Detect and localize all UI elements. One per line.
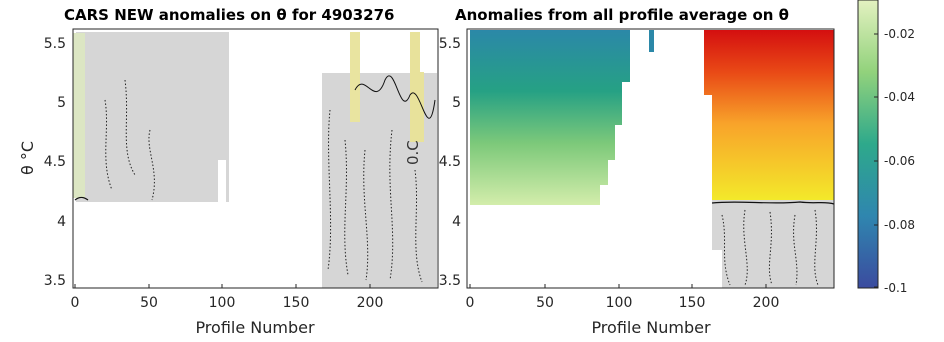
- right-solid-contour: [711, 201, 835, 205]
- left-region-a-notch: [218, 160, 226, 203]
- left-ytick-3.5: 3.5: [44, 273, 66, 289]
- colorbar-border: [857, 0, 879, 289]
- left-region-a: [76, 32, 229, 202]
- left-ytick-4: 4: [57, 214, 66, 230]
- right-ytick-3.5: 3.5: [439, 273, 461, 289]
- right-ytick-4.5: 4.5: [439, 154, 461, 170]
- right-contour-5: [814, 209, 819, 286]
- left-contour-5: [344, 139, 349, 276]
- left-region-a-edge: [73, 33, 85, 198]
- left-x-ticks: 0 50 100 150 200: [71, 284, 384, 311]
- left-xtick-100: 100: [209, 295, 236, 311]
- right-contour-1: [721, 214, 731, 286]
- colorbar-tick-3: -0.06: [884, 154, 915, 168]
- right-data-regions: [470, 30, 834, 288]
- left-contour-4: [327, 109, 332, 271]
- left-plot-border: [72, 28, 439, 289]
- left-ytick-5: 5: [57, 95, 66, 111]
- left-contours: [104, 79, 423, 283]
- left-xtick-200: 200: [357, 295, 384, 311]
- left-overlay-label: 0.C: [404, 140, 422, 165]
- left-region-b-cut: [420, 32, 437, 72]
- right-ytick-5.5: 5.5: [439, 36, 461, 52]
- right-chart-title: Anomalies from all profile average on θ: [455, 6, 789, 24]
- left-xtick-150: 150: [283, 295, 310, 311]
- right-plot-border: [466, 28, 835, 289]
- right-ytick-4: 4: [452, 214, 461, 230]
- right-contours: [721, 209, 819, 286]
- right-region-hot: [704, 30, 834, 200]
- right-contour-4: [793, 214, 798, 286]
- right-x-axis-label: Profile Number: [591, 318, 711, 337]
- colorbar-tick-4: -0.08: [884, 218, 915, 232]
- right-region-teal: [470, 30, 630, 205]
- colorbar: -0.02 -0.04 -0.06 -0.08 -0.1: [857, 0, 915, 295]
- right-region-gray: [712, 200, 834, 288]
- right-region-teal-strip: [649, 30, 654, 52]
- right-xtick-150: 150: [679, 295, 706, 311]
- right-y-ticks: 3.5 4 4.5 5 5.5: [439, 36, 461, 289]
- left-ytick-4.5: 4.5: [44, 154, 66, 170]
- left-solid-contour: [354, 75, 436, 119]
- colorbar-tick-2: -0.04: [884, 90, 915, 104]
- left-contour-7: [389, 129, 394, 281]
- left-chart-title: CARS NEW anomalies on θ for 4903276: [64, 6, 394, 24]
- right-xtick-200: 200: [753, 295, 780, 311]
- left-y-axis-label: θ °C: [18, 141, 37, 175]
- right-xtick-100: 100: [606, 295, 633, 311]
- left-edge-contour: [74, 196, 89, 201]
- right-contour-2: [743, 209, 748, 286]
- left-data-regions: [73, 32, 437, 288]
- right-plot: [466, 28, 835, 289]
- colorbar-tick-1: -0.02: [884, 27, 915, 41]
- right-xtick-0: 0: [466, 295, 475, 311]
- left-contour-1: [104, 99, 113, 191]
- left-plot: 0.C: [72, 28, 439, 289]
- left-xtick-0: 0: [71, 295, 80, 311]
- right-x-ticks: 0 50 100 150 200: [466, 284, 780, 311]
- left-contour-3: [148, 129, 155, 201]
- right-contour-3: [768, 211, 773, 286]
- colorbar-tick-5: -0.1: [884, 281, 907, 295]
- right-xtick-50: 50: [536, 295, 554, 311]
- colorbar-gradient: [858, 0, 878, 288]
- left-y-ticks: 3.5 4 4.5 5 5.5: [44, 36, 66, 289]
- left-xtick-50: 50: [140, 295, 158, 311]
- right-ytick-5: 5: [452, 95, 461, 111]
- left-contour-6: [363, 149, 369, 281]
- left-region-b-highlight1: [350, 32, 360, 122]
- left-contour-8: [414, 169, 423, 283]
- left-contour-2: [124, 79, 136, 176]
- left-ytick-5.5: 5.5: [44, 36, 66, 52]
- left-x-axis-label: Profile Number: [195, 318, 315, 337]
